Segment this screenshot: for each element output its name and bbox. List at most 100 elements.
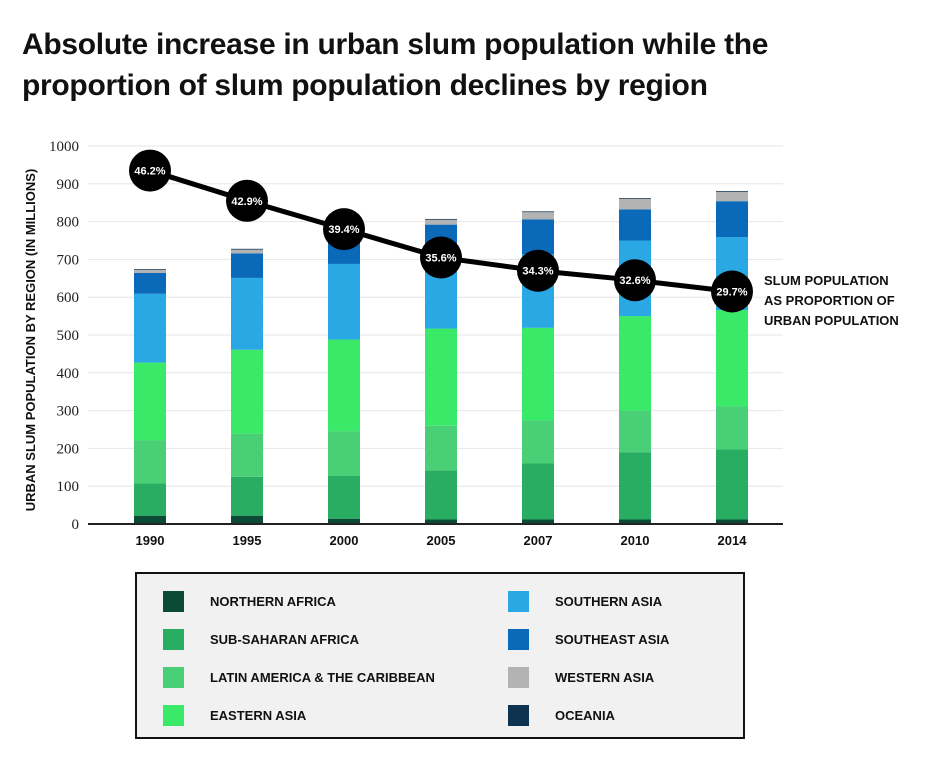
bar-segment [134, 440, 166, 484]
bar-segment [231, 277, 263, 350]
bar-segment [231, 515, 263, 524]
proportion-label: 32.6% [619, 275, 650, 287]
bar-segment [231, 349, 263, 434]
bar-segment [619, 519, 651, 524]
legend-item-western-asia: WESTERN ASIA [508, 667, 654, 688]
bar-segment [134, 293, 166, 363]
proportion-line: 46.2% 42.9% 39.4% 35.6% 34.3% 32.6% 29.7% [129, 149, 753, 313]
legend-label: EASTERN ASIA [210, 708, 307, 723]
bar-segment [619, 316, 651, 411]
bar-segment [425, 425, 457, 471]
bar-segment [231, 433, 263, 477]
legend-label: SUB-SAHARAN AFRICA [210, 632, 360, 647]
x-tick-label: 1995 [233, 533, 262, 548]
legend-item-southern-asia: SOUTHERN ASIA [508, 591, 662, 612]
y-tick-label: 100 [57, 479, 80, 495]
y-tick-label: 800 [57, 215, 80, 231]
bar-segment [328, 263, 360, 340]
bar-segment [522, 212, 554, 220]
bar-segment [522, 463, 554, 520]
y-tick-label: 500 [57, 328, 80, 344]
x-tick-label: 2005 [427, 533, 456, 548]
bar-segment [134, 515, 166, 524]
bar-segment [328, 339, 360, 432]
bar-segment [522, 420, 554, 464]
y-tick-label: 400 [57, 366, 80, 382]
bar-segment [716, 190, 748, 192]
y-tick-label: 1000 [49, 139, 79, 155]
proportion-label: 29.7% [716, 287, 747, 299]
bar-segment [425, 218, 457, 220]
y-axis-ticks: 0 100 200 300 400 500 600 700 800 900 1000 [49, 139, 79, 533]
bar-segment [522, 219, 554, 255]
bars [134, 190, 748, 524]
legend-swatch [163, 705, 184, 726]
bar-segment [134, 483, 166, 516]
bar-segment [716, 406, 748, 450]
x-tick-label: 1990 [136, 533, 165, 548]
bar-segment [231, 476, 263, 516]
bar-segment [619, 209, 651, 241]
legend-swatch [508, 705, 529, 726]
proportion-point [614, 259, 656, 302]
bar-segment [328, 518, 360, 524]
bar-segment [425, 519, 457, 524]
y-tick-label: 0 [72, 517, 80, 533]
legend-swatch [508, 629, 529, 650]
legend-swatch [163, 629, 184, 650]
bar-segment [231, 248, 263, 250]
proportion-point [420, 236, 462, 279]
bar-segment [328, 431, 360, 476]
proportion-label: 39.4% [328, 224, 359, 236]
y-tick-label: 700 [57, 252, 80, 268]
y-tick-label: 900 [57, 177, 80, 193]
bar-segment [134, 362, 166, 441]
legend-swatch [508, 667, 529, 688]
legend-item-eastern-asia: EASTERN ASIA [163, 705, 306, 726]
x-tick-label: 2014 [718, 533, 748, 548]
bar-segment [522, 519, 554, 524]
line-series-label-line: URBAN POPULATION [764, 313, 899, 328]
legend-swatch [508, 591, 529, 612]
bar-segment [425, 470, 457, 520]
x-tick-label: 2010 [621, 533, 650, 548]
line-series-label: SLUM POPULATION AS PROPORTION OF URBAN P… [764, 273, 899, 328]
proportion-point [323, 208, 365, 251]
bar-segment [619, 452, 651, 520]
legend-label: NORTHERN AFRICA [210, 594, 336, 609]
proportion-point [711, 270, 753, 313]
bar-segment [619, 198, 651, 210]
x-tick-label: 2007 [524, 533, 553, 548]
proportion-point [517, 249, 559, 292]
chart-title-line-1: Absolute increase in urban slum populati… [22, 28, 769, 61]
legend-item-oceania: OCEANIA [508, 705, 615, 726]
bar-segment [716, 191, 748, 202]
proportion-label: 46.2% [134, 166, 165, 178]
chart-title: Absolute increase in urban slum populati… [22, 24, 902, 106]
bar-segment [425, 219, 457, 225]
x-axis-ticks: 1990 1995 2000 2005 2007 2010 2014 [136, 533, 748, 548]
y-tick-label: 600 [57, 290, 80, 306]
bar-segment [716, 519, 748, 524]
proportion-label: 35.6% [425, 253, 456, 265]
legend-swatch [163, 591, 184, 612]
legend-item-sub-saharan-africa: SUB-SAHARAN AFRICA [163, 629, 359, 650]
proportion-label: 42.9% [231, 196, 262, 208]
legend-label: OCEANIA [555, 708, 615, 723]
legend-item-southeast-asia: SOUTHEAST ASIA [508, 629, 669, 650]
chart-title-line-2: proportion of slum population declines b… [22, 69, 708, 102]
line-series-label-line: SLUM POPULATION [764, 273, 889, 288]
legend: NORTHERN AFRICA SUB-SAHARAN AFRICA LATIN… [135, 572, 745, 739]
y-tick-label: 200 [57, 441, 80, 457]
bar-segment [716, 449, 748, 520]
legend-label: SOUTHEAST ASIA [555, 632, 670, 647]
bar-segment [522, 327, 554, 421]
legend-swatch [163, 667, 184, 688]
proportion-label: 34.3% [522, 266, 553, 278]
legend-item-northern-africa: NORTHERN AFRICA [163, 591, 336, 612]
bar-segment [619, 410, 651, 453]
bar-segment [328, 475, 360, 519]
proportion-point [129, 149, 171, 192]
legend-item-latin-america: LATIN AMERICA & THE CARIBBEAN [163, 667, 435, 688]
